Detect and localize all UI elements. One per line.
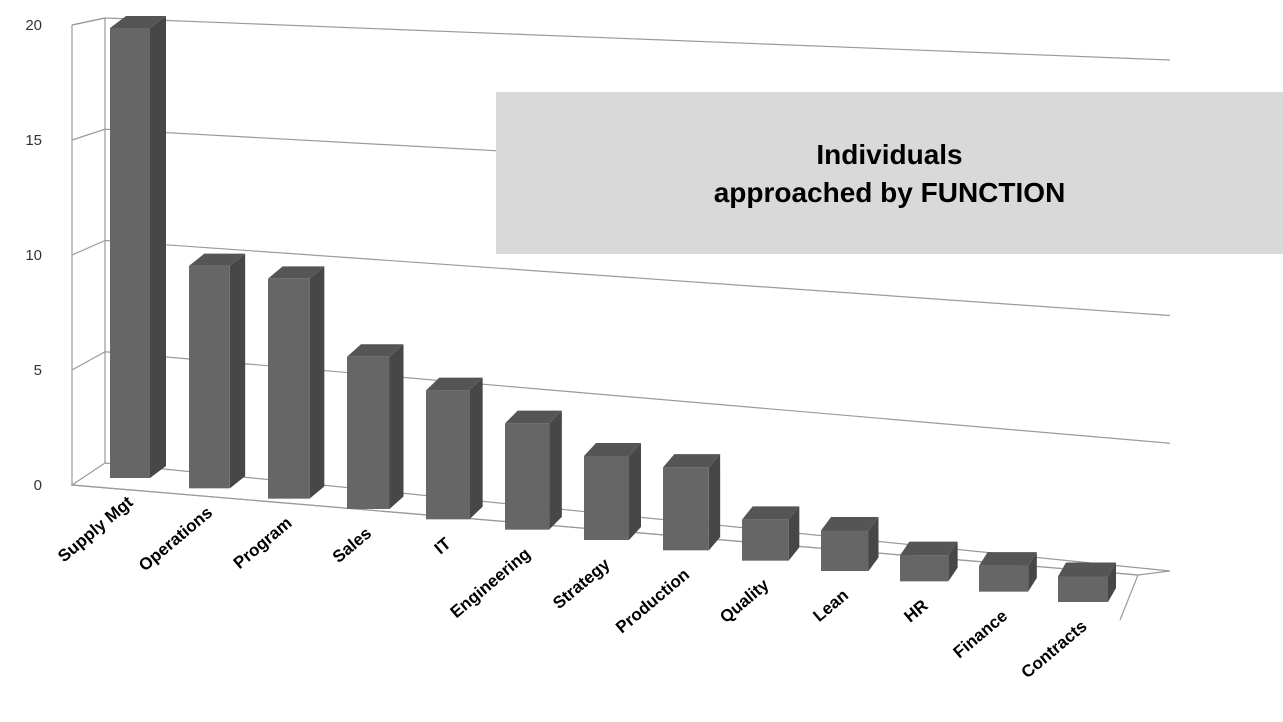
y-tick-label: 5	[34, 362, 42, 379]
bar-front	[347, 356, 390, 509]
bar-top	[979, 552, 1037, 566]
bar-front	[426, 390, 470, 520]
bar-top	[426, 377, 483, 391]
bar-front	[584, 456, 629, 540]
bar-front	[821, 530, 869, 571]
bar-side	[708, 454, 721, 551]
bar-top	[663, 454, 721, 468]
bar-front	[505, 423, 550, 530]
bar-top	[584, 443, 641, 456]
bar-supply-mgt	[110, 16, 166, 478]
x-tick-label: Engineering	[447, 544, 534, 622]
y-tick-label: 0	[34, 477, 42, 494]
bar-it	[426, 377, 483, 520]
bar-front	[663, 467, 709, 551]
gridline	[104, 239, 1171, 317]
chart-title: Individuals approached by FUNCTION	[496, 136, 1283, 212]
side-gridline	[71, 239, 106, 256]
bar-finance	[979, 552, 1037, 592]
bar-production	[663, 454, 721, 551]
side-gridline	[71, 351, 106, 371]
y-tick-label: 10	[25, 247, 42, 264]
bar-front	[110, 28, 150, 478]
floor-corner	[1119, 574, 1139, 621]
bar-side	[948, 541, 958, 582]
y-axis-ticks: 0 5 10 15 20	[25, 17, 42, 494]
bar-top	[347, 344, 404, 357]
bar-top	[1058, 562, 1116, 577]
y-tick-label: 20	[25, 17, 42, 34]
gridline	[104, 17, 1171, 61]
x-tick-label: Contracts	[1018, 617, 1091, 683]
bar-engineering	[505, 410, 562, 530]
bar-top	[110, 16, 166, 28]
x-tick-label: Strategy	[549, 554, 614, 613]
x-tick-label: IT	[431, 533, 455, 558]
bar-contracts	[1058, 562, 1116, 602]
bar-quality	[742, 506, 800, 561]
bar-side	[868, 517, 879, 571]
bar-side	[229, 253, 246, 489]
bar-side	[389, 344, 404, 509]
bar-side	[309, 266, 325, 499]
chart-title-line-2: approached by FUNCTION	[713, 177, 1066, 208]
bar-front	[742, 519, 789, 561]
x-tick-label: HR	[901, 596, 932, 626]
x-tick-label: Supply Mgt	[54, 492, 137, 566]
bars	[110, 16, 1116, 602]
bar-program	[268, 266, 325, 499]
x-tick-label: Sales	[329, 524, 375, 567]
bar-top	[505, 410, 562, 424]
bar-strategy	[584, 443, 641, 540]
bar-lean	[821, 517, 879, 571]
bar-side	[1028, 552, 1037, 592]
bar-side	[629, 443, 641, 540]
x-tick-label: Quality	[716, 575, 773, 627]
x-tick-label: Program	[230, 513, 296, 572]
side-gridline	[71, 128, 106, 141]
bar-top	[742, 506, 800, 520]
bar-sales	[347, 344, 404, 509]
bar-side	[549, 410, 562, 530]
bar-front	[979, 565, 1029, 592]
bar-hr	[900, 541, 958, 582]
chart-title-box: Individuals approached by FUNCTION	[496, 92, 1283, 254]
y-tick-label: 15	[25, 132, 42, 149]
bar-side	[150, 16, 166, 478]
x-tick-label: Production	[612, 565, 693, 637]
x-tick-label: Lean	[809, 586, 852, 626]
chart-title-line-1: Individuals	[816, 139, 963, 170]
bar-operations	[189, 253, 246, 489]
bar-top	[268, 266, 325, 279]
bar-top	[821, 517, 879, 531]
side-gridline	[71, 17, 106, 26]
bar-top	[900, 541, 958, 556]
bar-side	[469, 377, 483, 520]
bar-front	[900, 555, 949, 582]
bar-side	[1108, 562, 1116, 602]
gridline	[104, 351, 1171, 444]
bar-front	[268, 278, 310, 499]
bar-side	[788, 506, 800, 561]
x-tick-label: Finance	[950, 606, 1011, 662]
bar-top	[189, 253, 246, 266]
x-tick-label: Operations	[135, 503, 216, 575]
bar-front	[189, 265, 230, 489]
bar-front	[1058, 576, 1108, 602]
